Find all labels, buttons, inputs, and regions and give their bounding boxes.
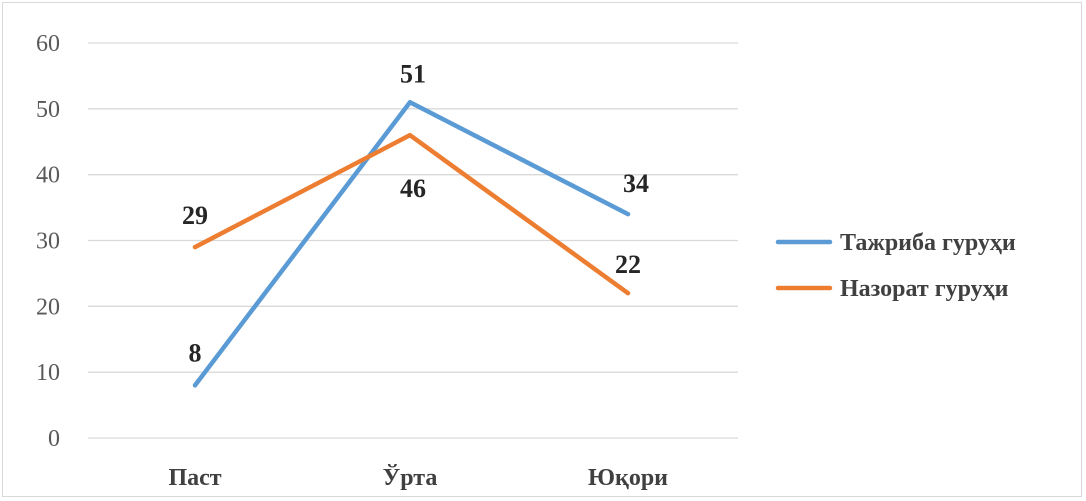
y-tick-label: 50 bbox=[36, 97, 60, 123]
y-tick-label: 20 bbox=[36, 294, 60, 320]
series-line bbox=[192, 132, 631, 296]
y-tick-label: 60 bbox=[36, 31, 60, 57]
gridlines bbox=[88, 42, 738, 439]
y-tick-label: 0 bbox=[48, 426, 60, 452]
data-label: 22 bbox=[615, 250, 641, 279]
x-category-label: Юқори bbox=[588, 465, 668, 491]
series-line bbox=[192, 100, 631, 388]
data-label: 8 bbox=[189, 338, 202, 367]
y-tick-label: 30 bbox=[36, 229, 60, 255]
y-tick-label: 40 bbox=[36, 163, 60, 189]
y-axis-ticks: 0 10 20 30 40 50 60 bbox=[36, 31, 60, 452]
data-label: 46 bbox=[400, 174, 426, 203]
data-label: 34 bbox=[623, 169, 649, 198]
data-label: 29 bbox=[182, 201, 208, 230]
x-category-label: Ўрта bbox=[383, 465, 438, 491]
y-tick-label: 10 bbox=[36, 360, 60, 386]
legend-label: Назорат гуруҳи bbox=[840, 276, 1009, 302]
series-lines bbox=[192, 100, 631, 388]
x-category-label: Паст bbox=[168, 465, 221, 491]
x-axis-categories: Паст Ўрта Юқори bbox=[168, 465, 668, 491]
data-labels: 8 51 34 29 46 22 bbox=[182, 59, 649, 367]
data-label: 51 bbox=[400, 59, 426, 88]
legend-label: Тажриба гуруҳи bbox=[840, 230, 1016, 256]
legend: Тажриба гуруҳи Назорат гуруҳи bbox=[775, 230, 1016, 302]
